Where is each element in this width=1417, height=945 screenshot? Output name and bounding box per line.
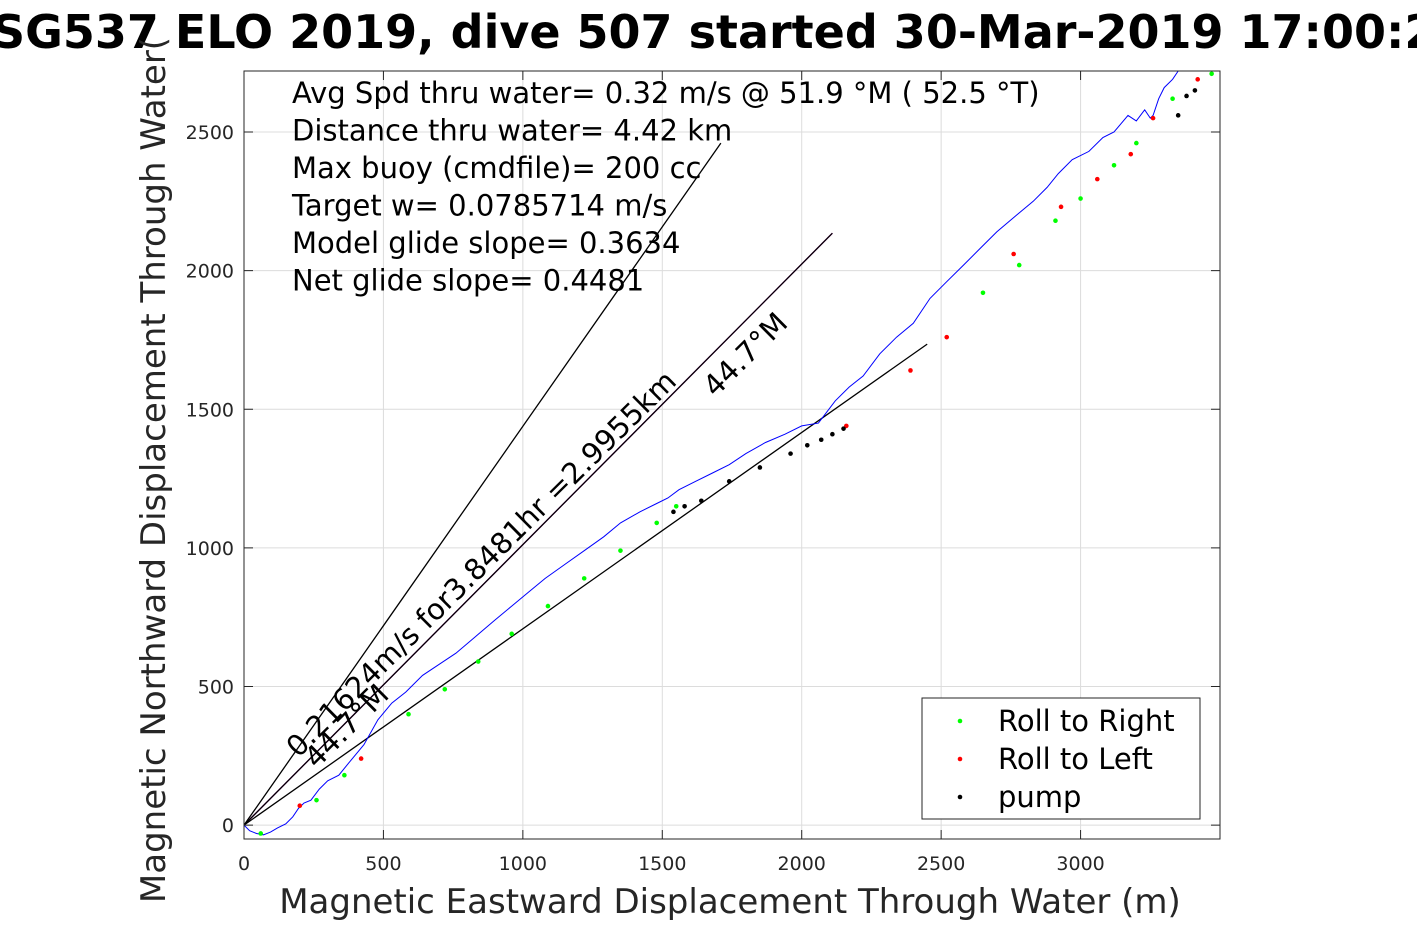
roll-to-right-point bbox=[1170, 96, 1175, 102]
data-points bbox=[258, 71, 1214, 836]
roll-to-right-point bbox=[1209, 71, 1214, 77]
pump-point bbox=[726, 479, 732, 484]
roll-to-left-point bbox=[944, 334, 950, 340]
plot-frame bbox=[243, 70, 1221, 840]
roll-to-right-point bbox=[406, 711, 411, 717]
y-tick-label: 2000 bbox=[186, 261, 234, 283]
roll-to-left-point bbox=[1150, 115, 1156, 121]
pump-point bbox=[830, 431, 835, 437]
roll-to-left-point bbox=[1058, 204, 1064, 210]
roll-to-right-point bbox=[509, 631, 515, 637]
y-tick-label: 1000 bbox=[186, 538, 234, 560]
pump-point bbox=[757, 465, 763, 470]
roll-to-right-point bbox=[673, 503, 679, 509]
roll-to-left-point bbox=[1128, 151, 1134, 157]
reference-line-black-upper bbox=[243, 232, 833, 826]
roll-to-right-point bbox=[314, 797, 319, 803]
roll-to-left-point bbox=[358, 756, 364, 761]
x-tick-label: 3000 bbox=[1056, 853, 1104, 875]
x-tick-label: 2000 bbox=[778, 853, 826, 875]
pump-point bbox=[1175, 113, 1181, 118]
roll-to-left-point bbox=[908, 368, 913, 373]
roll-to-right-point bbox=[1111, 162, 1117, 168]
roll-to-left-point bbox=[1095, 176, 1100, 182]
roll-to-right-point bbox=[1053, 218, 1058, 224]
stats-line: Target w= 0.0785714 m/s bbox=[291, 189, 667, 223]
reference-line-black-shallow bbox=[243, 343, 928, 826]
x-tick-label: 0 bbox=[238, 853, 250, 875]
roll-to-left-point bbox=[1011, 251, 1016, 257]
legend: Roll to Right Roll to Left pump bbox=[921, 697, 1201, 820]
legend-marker bbox=[957, 794, 963, 800]
x-tick-label: 500 bbox=[365, 853, 401, 875]
y-tick-label: 2500 bbox=[186, 122, 234, 144]
stats-line: Distance thru water= 4.42 km bbox=[292, 114, 732, 148]
track-layer bbox=[243, 70, 1179, 836]
roll-to-right-point bbox=[980, 290, 986, 296]
roll-to-right-point bbox=[545, 603, 551, 609]
x-axis-label: Magnetic Eastward Displacement Through W… bbox=[279, 882, 1181, 922]
y-tick-label: 500 bbox=[198, 677, 234, 699]
track-line bbox=[243, 70, 1179, 836]
pump-point bbox=[804, 442, 810, 448]
stats-line: Max buoy (cmdfile)= 200 cc bbox=[292, 151, 701, 185]
x-tick-label: 1000 bbox=[499, 853, 547, 875]
legend-marker bbox=[957, 756, 963, 762]
x-tick-label: 2500 bbox=[917, 853, 965, 875]
line-annotation: 0.21624m/s for3.8481hr =2.9955km bbox=[279, 364, 682, 764]
pump-point bbox=[818, 437, 824, 443]
chart-title: SG537 ELO 2019, dive 507 started 30-Mar-… bbox=[0, 5, 1417, 59]
legend-marker bbox=[957, 718, 963, 724]
roll-to-right-point bbox=[475, 659, 481, 664]
axis-ticks: 0 500 1000 1500 2000 2500 3000 0 500 1000 1500 2000… bbox=[186, 71, 1220, 875]
roll-to-right-point bbox=[654, 520, 660, 526]
roll-to-right-point bbox=[581, 576, 587, 581]
legend-label: Roll to Right bbox=[998, 704, 1175, 738]
roll-to-left-point bbox=[297, 803, 303, 809]
roll-to-right-point bbox=[258, 831, 264, 836]
grid-lines bbox=[243, 71, 1220, 839]
roll-to-right-point bbox=[1078, 196, 1083, 201]
stats-block: Avg Spd thru water= 0.32 m/s @ 51.9 °M (… bbox=[291, 76, 1040, 298]
legend-label: pump bbox=[998, 780, 1081, 814]
roll-to-right-point bbox=[442, 686, 448, 692]
pump-point bbox=[1192, 88, 1198, 93]
pump-point bbox=[699, 498, 704, 504]
pump-point bbox=[1184, 93, 1189, 99]
roll-to-left-point bbox=[844, 423, 849, 429]
pump-point bbox=[682, 503, 687, 509]
x-tick-label: 1500 bbox=[638, 853, 686, 875]
y-axis-label: Magnetic Northward Displacement Through … bbox=[134, 37, 174, 903]
pump-point bbox=[841, 426, 846, 431]
legend-box bbox=[921, 697, 1201, 820]
stats-line: Net glide slope= 0.4481 bbox=[292, 264, 644, 298]
pump-point bbox=[788, 451, 793, 456]
legend-label: Roll to Left bbox=[998, 742, 1153, 776]
y-tick-label: 0 bbox=[222, 815, 234, 837]
stats-line: Avg Spd thru water= 0.32 m/s @ 51.9 °M (… bbox=[292, 76, 1040, 110]
roll-to-right-point bbox=[618, 548, 623, 553]
roll-to-left-point bbox=[1195, 77, 1200, 82]
y-tick-label: 1500 bbox=[186, 399, 234, 421]
pump-point bbox=[671, 509, 676, 515]
roll-to-right-point bbox=[1016, 262, 1022, 268]
line-annotations: 0.21624m/s for3.8481hr =2.9955km44.7°M44… bbox=[279, 306, 794, 775]
roll-to-right-point bbox=[342, 772, 347, 778]
stats-line: Model glide slope= 0.3634 bbox=[292, 226, 680, 260]
roll-to-right-point bbox=[1134, 140, 1139, 146]
reference-line-black-steep bbox=[243, 142, 722, 826]
